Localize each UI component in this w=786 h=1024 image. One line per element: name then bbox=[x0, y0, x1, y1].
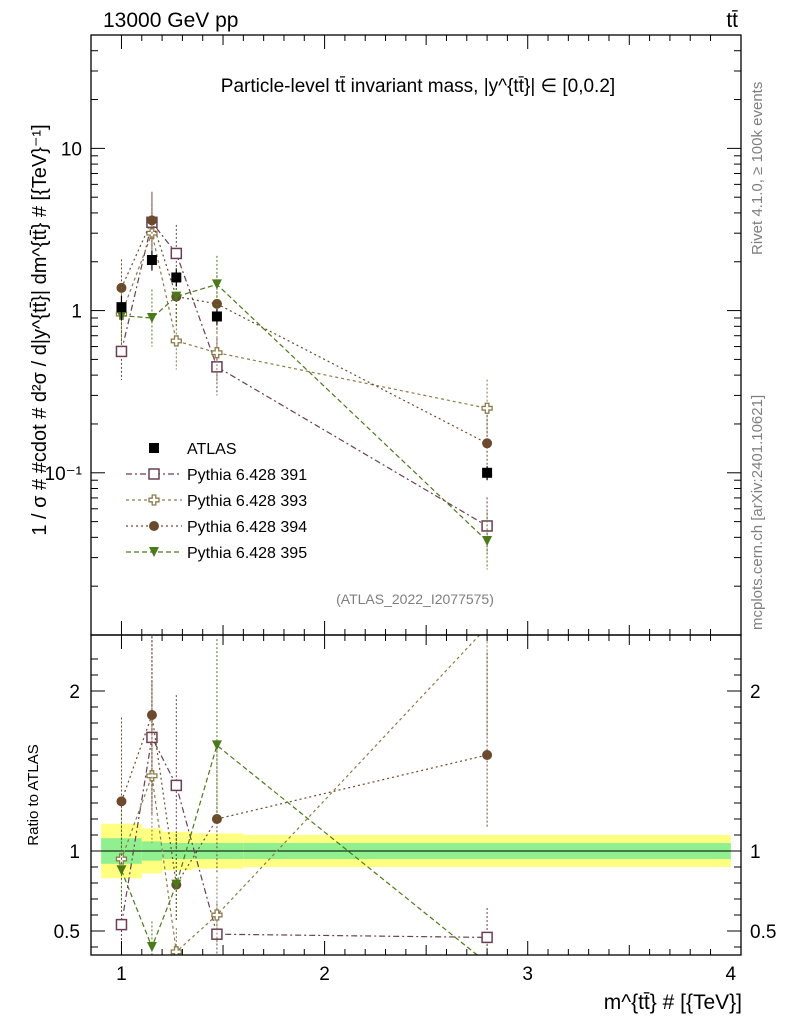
ratio-uncertainty-bands bbox=[91, 823, 741, 879]
ratio-point-4 bbox=[146, 942, 157, 952]
ratio-point-2 bbox=[211, 909, 223, 921]
series-point-1 bbox=[211, 361, 223, 373]
data-point bbox=[211, 311, 222, 322]
series-point-1 bbox=[115, 345, 128, 358]
series-point-1 bbox=[170, 247, 183, 260]
series-point-2 bbox=[481, 402, 493, 414]
ratio-line-3 bbox=[120, 714, 488, 887]
legend-marker-atlas bbox=[149, 443, 159, 453]
ratio-tick-label-right: 0.5 bbox=[750, 922, 776, 943]
x-tick-label: 1 bbox=[116, 964, 127, 985]
ratio-point-1 bbox=[170, 779, 183, 792]
rivet-version-label: Rivet 4.1.0, ≥ 100k events bbox=[749, 82, 766, 255]
legend: ATLAS Pythia 6.428 391 Pythia 6.428 393 Pyt… bbox=[126, 441, 307, 562]
data-point bbox=[171, 272, 182, 283]
series-point-4 bbox=[482, 535, 493, 546]
series-line-3 bbox=[120, 218, 488, 444]
legend-label-1: Pythia 6.428 391 bbox=[187, 467, 307, 484]
ratio-point-3 bbox=[482, 750, 493, 760]
legend-label-4: Pythia 6.428 395 bbox=[187, 545, 307, 562]
ratio-point-3 bbox=[211, 814, 222, 824]
chart-title: Particle-level tt̄ invariant mass, |y^{t… bbox=[221, 76, 615, 97]
legend-marker-3 bbox=[149, 521, 159, 531]
x-tick-label: 4 bbox=[726, 964, 737, 985]
ratio-tick-label-right: 1 bbox=[750, 842, 761, 863]
series-point-4 bbox=[211, 279, 222, 290]
data-point bbox=[482, 467, 493, 478]
data-point bbox=[146, 255, 157, 266]
ratio-point-4 bbox=[482, 958, 492, 968]
series-point-4 bbox=[146, 313, 157, 324]
x-tick-label: 3 bbox=[522, 964, 533, 985]
series-point-2 bbox=[170, 335, 182, 347]
legend-marker-2 bbox=[148, 494, 160, 506]
ratio-series-lines bbox=[115, 635, 493, 968]
ratio-point-4 bbox=[116, 865, 127, 876]
ratio-point-4 bbox=[171, 879, 182, 890]
ratio-panel-frame bbox=[90, 634, 742, 956]
ratio-point-1 bbox=[481, 931, 493, 944]
ratio-tick-label-left: 1 bbox=[69, 842, 80, 863]
ratio-tick-label-left: 2 bbox=[69, 682, 80, 703]
energy-label: 13000 GeV pp bbox=[103, 9, 238, 32]
x-tick-label: 2 bbox=[319, 964, 330, 985]
ratio-tick-label-right: 2 bbox=[750, 682, 761, 703]
ratio-point-2 bbox=[146, 770, 158, 782]
legend-label-atlas: ATLAS bbox=[187, 441, 237, 458]
series-point-4 bbox=[171, 291, 182, 302]
legend-label-3: Pythia 6.428 394 bbox=[187, 519, 307, 536]
legend-label-2: Pythia 6.428 393 bbox=[187, 493, 307, 510]
legend-marker-4 bbox=[149, 547, 159, 557]
series-line-4 bbox=[121, 283, 488, 542]
ratio-point-4 bbox=[211, 740, 222, 751]
process-label: tt̄ bbox=[726, 9, 738, 32]
series-point-3 bbox=[482, 438, 493, 449]
series-point-2 bbox=[211, 347, 223, 359]
ratio-point-3 bbox=[116, 796, 127, 807]
axes: 1 2 3 4 10⁻¹ 1 10 0.5 0.5 1 1 2 2 bbox=[45, 34, 776, 985]
y-tick-label: 10 bbox=[61, 139, 82, 160]
ratio-axis-label: Ratio to ATLAS bbox=[25, 744, 42, 845]
main-series-lines bbox=[115, 191, 493, 570]
analysis-watermark: (ATLAS_2022_I2077575) bbox=[336, 591, 494, 607]
series-line-2 bbox=[120, 231, 488, 409]
y-tick-label: 1 bbox=[71, 302, 82, 323]
series-point-3 bbox=[146, 215, 157, 226]
legend-marker-1 bbox=[148, 468, 160, 480]
ratio-line-4 bbox=[120, 744, 479, 955]
ratio-point-1 bbox=[115, 918, 128, 931]
ratio-point-2 bbox=[170, 946, 182, 955]
ratio-point-3 bbox=[146, 710, 157, 720]
y-tick-label: 10⁻¹ bbox=[45, 464, 83, 485]
x-axis-label: m^{tt̄} # [{TeV}] bbox=[604, 991, 742, 1014]
ratio-tick-label-left: 0.5 bbox=[54, 922, 80, 943]
data-point bbox=[116, 302, 127, 313]
source-label: mcplots.cern.ch [arXiv:2401.10621] bbox=[749, 395, 766, 630]
y-axis-label: 1 / σ # #cdot # d²σ / d|y^{tt̄}| dm^{tt̄… bbox=[29, 124, 51, 535]
